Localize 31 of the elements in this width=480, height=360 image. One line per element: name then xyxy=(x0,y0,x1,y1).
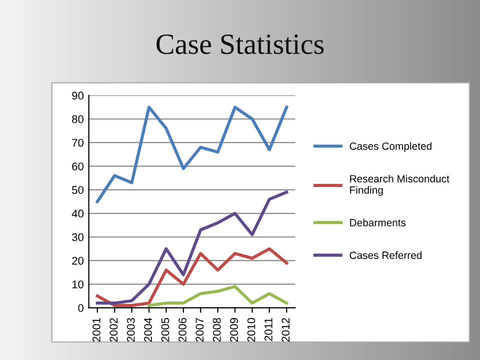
x-tick-label: 2002 xyxy=(110,318,118,342)
y-tick-label: 40 xyxy=(72,210,84,218)
x-tick-label: 2009 xyxy=(230,318,238,342)
x-tick-label: 2010 xyxy=(247,318,256,342)
x-tick-label: 2003 xyxy=(126,318,135,342)
line-series xyxy=(96,190,288,305)
line-series xyxy=(96,247,288,307)
x-tick-label: 2012 xyxy=(282,318,290,342)
x-tick-label: 2011 xyxy=(264,318,272,341)
y-tick-label: 10 xyxy=(72,280,84,288)
y-tick-label: 60 xyxy=(72,162,84,170)
line-series xyxy=(96,106,288,204)
y-tick-label: 80 xyxy=(72,115,84,124)
y-tick-label: 20 xyxy=(72,256,84,265)
y-tick-label: 70 xyxy=(72,138,84,147)
y-tick-label: 90 xyxy=(72,92,84,100)
x-tick-label: 2001 xyxy=(92,318,100,342)
chart-title: Case Statistics xyxy=(156,34,324,54)
x-tick-label: 2008 xyxy=(212,318,221,342)
legend-label: Cases Referred xyxy=(350,251,422,259)
legend-label: Debarments xyxy=(350,218,406,226)
y-tick-label: 0 xyxy=(78,304,84,312)
x-tick-label: 2004 xyxy=(144,318,152,342)
legend-label: Cases Completed xyxy=(350,142,432,152)
x-tick-label: 2005 xyxy=(161,318,170,342)
x-tick-label: 2006 xyxy=(178,318,186,342)
legend-label: Research Misconduct Finding xyxy=(350,174,450,196)
y-tick-label: 50 xyxy=(72,186,84,194)
y-tick-label: 30 xyxy=(72,233,84,242)
line-series xyxy=(147,285,288,307)
x-tick-label: 2007 xyxy=(196,318,204,342)
